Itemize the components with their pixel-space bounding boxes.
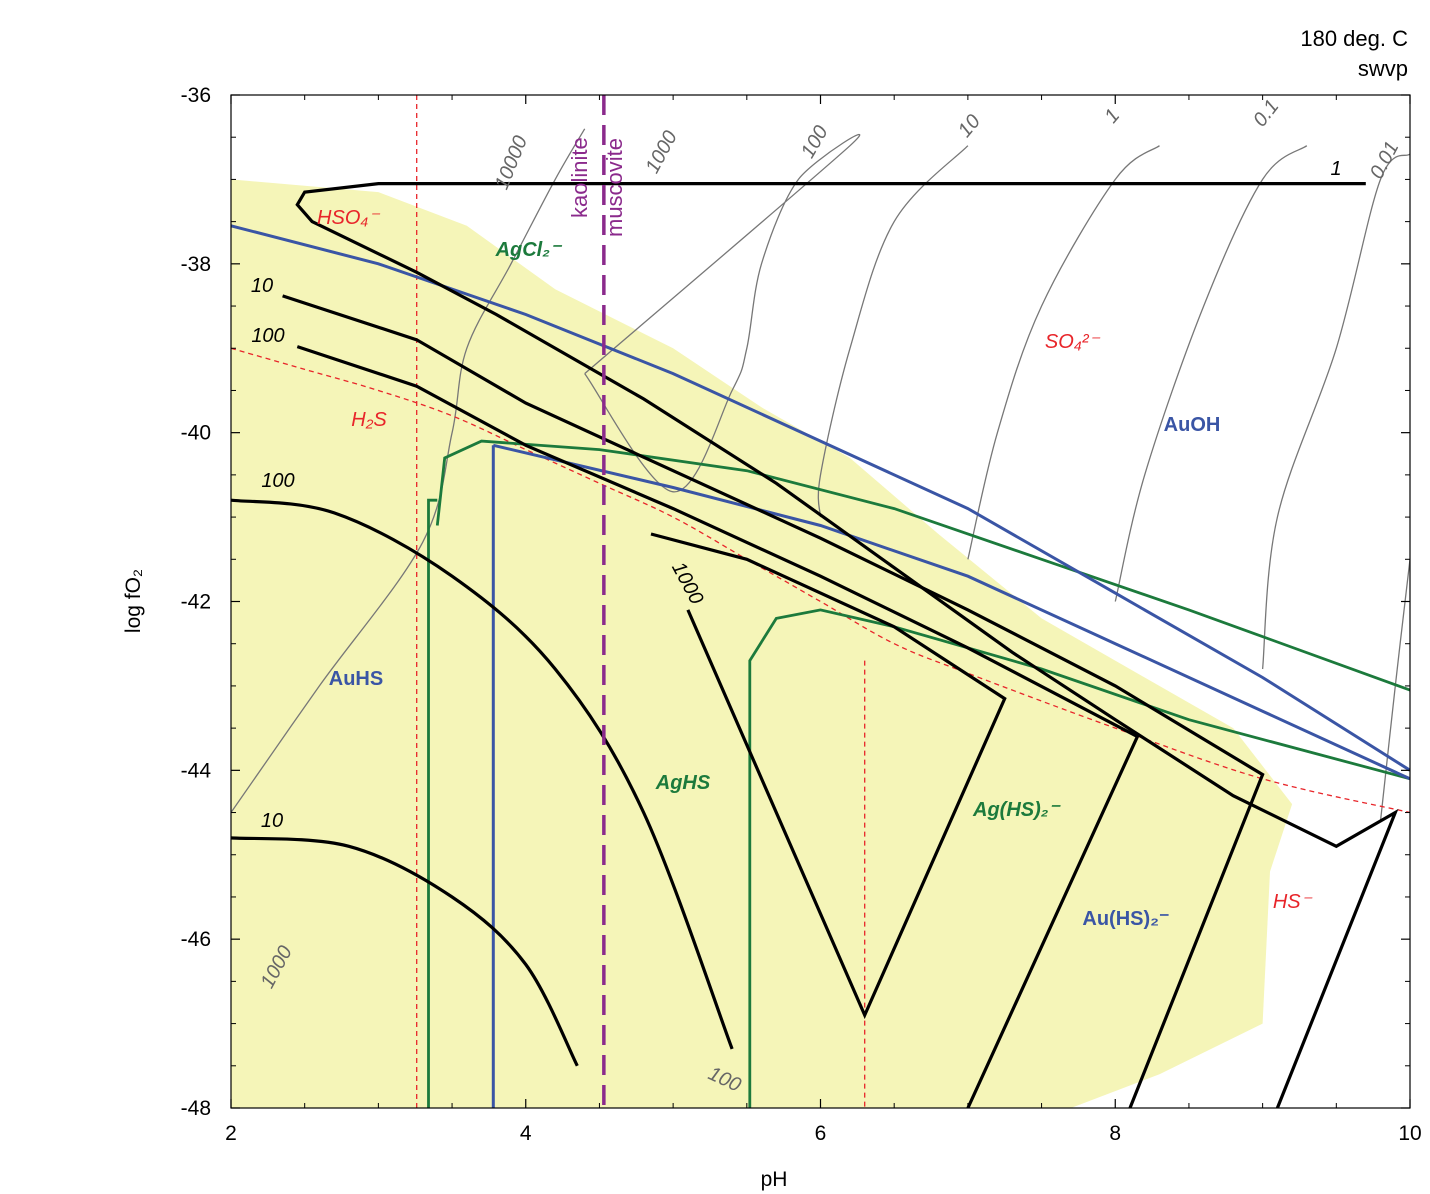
axis-ticks: 2 4 6 8 10 -36 -38 -40 -42 -44 -46 -48 [181, 84, 1422, 1145]
field-label-au-hs-2: Au(HS)₂⁻ [1082, 908, 1169, 930]
curve-label-100-lower: 100 [261, 470, 294, 492]
silver-boundary-2 [748, 608, 1410, 1108]
field-label-ag-hs-2: Ag(HS)₂⁻ [972, 799, 1061, 821]
solubility-contour-100 [817, 145, 969, 518]
concentration-curve-2 [296, 345, 1140, 1108]
sulfur-label-h2s: H₂S [351, 409, 387, 431]
muscovite-label: muscovite [602, 138, 627, 237]
solubility-contour-0.1 [1261, 153, 1410, 670]
y-tick-label-4: -44 [181, 759, 212, 782]
concentration-curve-3 [650, 532, 1007, 1020]
x-tick-label-4: 10 [1398, 1122, 1421, 1145]
x-tick-label-0: 2 [225, 1122, 237, 1145]
contour-label-1: 1 [1100, 105, 1124, 128]
solubility-contour-1 [1114, 145, 1308, 602]
y-tick-label-5: -46 [181, 928, 211, 951]
contour-label-1000: 1000 [642, 127, 682, 177]
temperature-label: 180 deg. C [1300, 26, 1408, 51]
contour-label-100: 100 [797, 122, 833, 162]
solubility-contour-10 [967, 145, 1160, 560]
solubility-contour-1000 [584, 133, 861, 493]
silver-boundaries-layer [427, 439, 1410, 1108]
concentration-curves-layer [231, 182, 1399, 1108]
y-axis-title: log fO₂ [122, 569, 145, 633]
x-tick-label-2: 6 [815, 1122, 827, 1145]
solubility-contour-10000 [231, 128, 586, 813]
x-tick-label-3: 8 [1109, 1122, 1121, 1145]
sulfur-label-hso4: HSO₄⁻ [317, 207, 380, 229]
x-tick-label-1: 4 [520, 1122, 532, 1145]
curve-label-1: 1 [1330, 158, 1341, 180]
gold-boundary-2 [492, 443, 1410, 781]
y-tick-label-1: -38 [181, 253, 211, 276]
concentration-curve-4 [231, 498, 734, 1050]
y-tick-label-2: -40 [181, 422, 211, 445]
sulfur-label-hs: HS⁻ [1273, 891, 1313, 913]
field-label-auhs: AuHS [329, 668, 383, 690]
curve-label-100: 100 [251, 325, 284, 347]
y-tick-label-0: -36 [181, 84, 211, 107]
x-axis-title: pH [761, 1168, 788, 1191]
concentration-curve-5 [231, 836, 579, 1067]
contour-label-0.01: 0.01 [1366, 138, 1404, 183]
silver-boundary-1 [427, 498, 438, 1108]
silver-boundary-0 [435, 439, 1410, 692]
y-tick-label-3: -42 [181, 591, 211, 614]
curve-label-10-lower: 10 [261, 810, 283, 832]
concentration-curve-1 [282, 294, 1265, 1108]
curve-label-10: 10 [251, 275, 273, 297]
field-label-auoh: AuOH [1164, 414, 1221, 436]
concentration-curve-0 [295, 182, 1399, 1108]
solubility-contours-layer [231, 128, 1410, 822]
y-tick-label-6: -48 [181, 1097, 211, 1120]
gold-boundaries-layer [231, 224, 1410, 1108]
gold-boundary-1 [231, 224, 1410, 772]
contour-label-10: 10 [954, 111, 985, 142]
field-label-agcl2: AgCl₂⁻ [495, 239, 563, 261]
sulfur-label-so4: SO₄²⁻ [1045, 331, 1101, 353]
solubility-contour-0.01 [1379, 559, 1410, 822]
pressure-label: swvp [1358, 56, 1408, 81]
contour-label-0.1: 0.1 [1249, 96, 1283, 131]
field-label-aghs: AgHS [655, 772, 711, 794]
kaolinite-label: kaolinite [567, 137, 592, 218]
